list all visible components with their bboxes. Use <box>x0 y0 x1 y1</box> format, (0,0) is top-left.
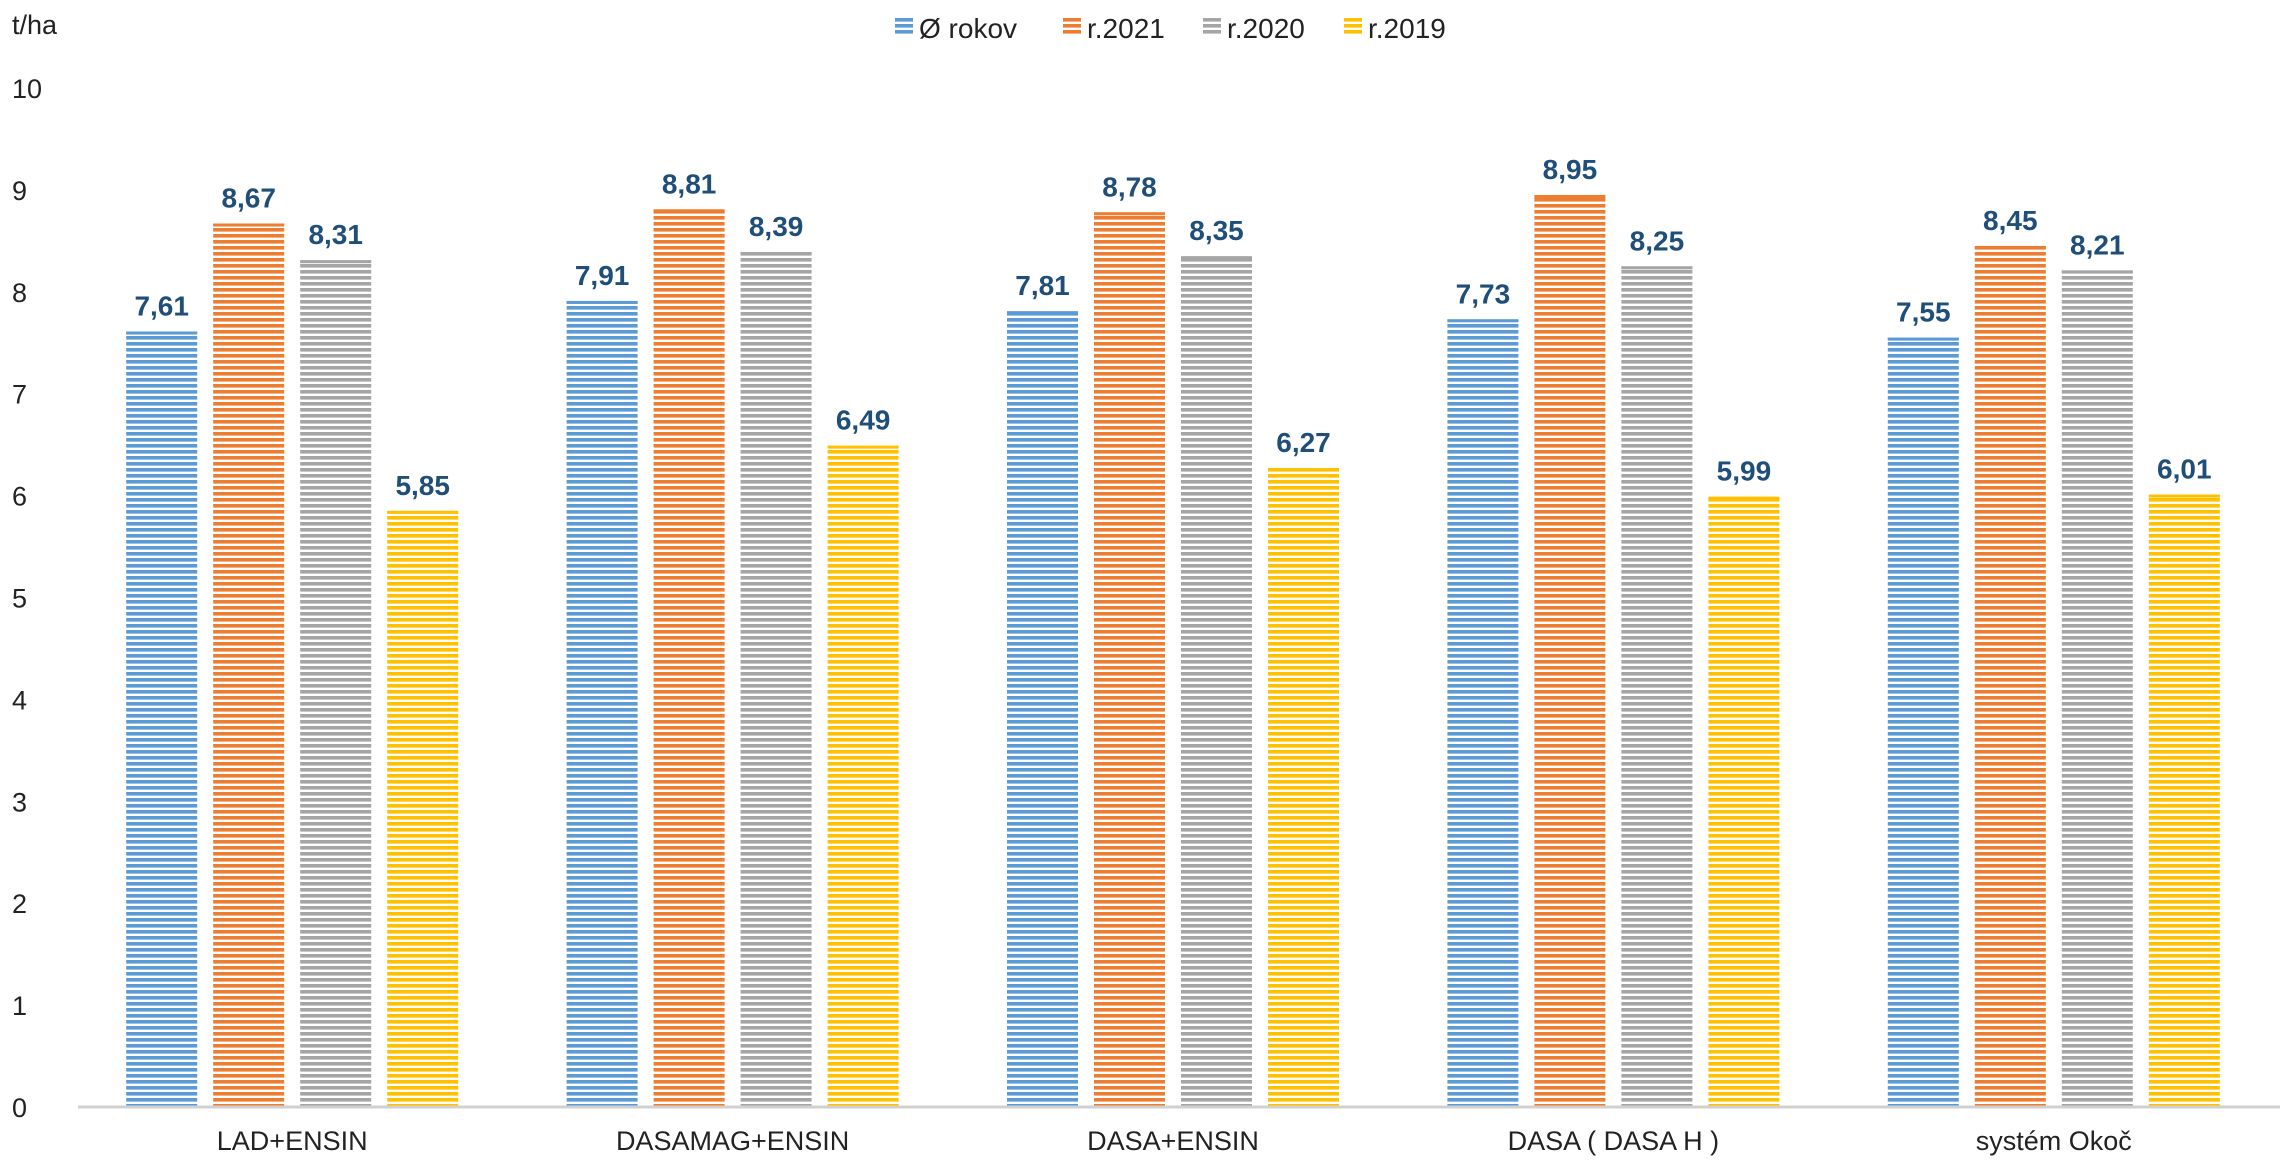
y-tick-label: 10 <box>12 74 42 104</box>
data-labels: 7,61 8,67 8,31 5,85 7,91 8,81 8,39 6,49 7,81 8,78… <box>134 154 2211 501</box>
bar-dasa-ensin-1 <box>1094 212 1165 1107</box>
bar-syst-m-oko--1 <box>1974 245 2046 1107</box>
data-label: 6,49 <box>836 405 891 436</box>
data-label: 7,81 <box>1015 270 1070 301</box>
x-axis: LAD+ENSIN DASAMAG+ENSIN DASA+ENSIN DASA ( D… <box>217 1126 2132 1156</box>
bar-dasamag-ensin-0 <box>566 300 638 1107</box>
bar-lad-ensin-2 <box>300 260 372 1107</box>
bar-top-edge <box>1181 256 1252 260</box>
bar-top-edge <box>1708 496 1780 500</box>
x-category-label: LAD+ENSIN <box>217 1126 368 1156</box>
bar-lad-ensin-3 <box>387 510 459 1107</box>
bar-top-edge <box>300 260 372 264</box>
data-label: 7,55 <box>1896 297 1951 328</box>
bar-dasa-dasa-h--3 <box>1708 496 1780 1107</box>
bar-top-edge <box>213 223 285 227</box>
legend-swatch <box>1063 17 1081 35</box>
data-label: 8,35 <box>1189 215 1244 246</box>
bar-dasa-dasa-h--1 <box>1534 194 1606 1107</box>
y-tick-label: 9 <box>12 176 27 206</box>
data-label: 8,67 <box>221 183 276 214</box>
y-tick-label: 0 <box>12 1093 27 1123</box>
bar-top-edge <box>1534 194 1606 198</box>
legend-label: r.2019 <box>1368 13 1446 44</box>
bar-top-edge <box>2148 494 2220 498</box>
legend-item: r.2020 <box>1203 13 1305 44</box>
legend: Ø rokov r.2021 r.2020 r.2019 <box>895 13 1446 44</box>
legend-label: r.2020 <box>1227 13 1305 44</box>
bar-dasamag-ensin-1 <box>653 209 725 1108</box>
data-label: 6,01 <box>2157 454 2212 485</box>
bar-top-edge <box>387 510 459 514</box>
data-label: 8,21 <box>2070 229 2125 260</box>
bar-syst-m-oko--0 <box>1887 337 1959 1107</box>
bar-top-edge <box>827 445 899 449</box>
bar-dasa-ensin-2 <box>1181 256 1252 1107</box>
bar-top-edge <box>653 209 725 213</box>
bar-lad-ensin-0 <box>126 331 198 1107</box>
legend-swatch <box>1344 17 1362 35</box>
bar-top-edge <box>1007 311 1078 315</box>
y-tick-label: 1 <box>12 991 27 1021</box>
legend-item: Ø rokov <box>895 13 1017 44</box>
legend-swatch <box>895 17 913 35</box>
data-label: 8,95 <box>1543 154 1598 185</box>
data-label: 7,91 <box>575 260 630 291</box>
x-category-label: DASA+ENSIN <box>1087 1126 1259 1156</box>
bar-dasa-ensin-3 <box>1268 468 1339 1107</box>
bar-dasa-ensin-0 <box>1007 311 1078 1107</box>
y-axis: 0 1 2 3 4 5 6 7 8 9 10 <box>12 74 42 1123</box>
bar-top-edge <box>566 300 638 304</box>
y-tick-label: 7 <box>12 380 27 410</box>
bar-lad-ensin-1 <box>213 223 285 1108</box>
bar-top-edge <box>1268 468 1339 472</box>
bar-syst-m-oko--3 <box>2148 494 2220 1107</box>
x-category-label: DASA ( DASA H ) <box>1508 1126 1720 1156</box>
legend-item: r.2021 <box>1063 13 1165 44</box>
data-label: 8,25 <box>1630 225 1685 256</box>
bar-top-edge <box>1621 266 1693 270</box>
bar-syst-m-oko--2 <box>2061 270 2133 1107</box>
legend-item: r.2019 <box>1344 13 1446 44</box>
x-category-label: systém Okoč <box>1976 1126 2132 1156</box>
data-label: 8,45 <box>1983 205 2038 236</box>
data-label: 8,81 <box>662 168 717 199</box>
y-tick-label: 4 <box>12 685 27 715</box>
y-tick-label: 2 <box>12 889 27 919</box>
bar-top-edge <box>1447 319 1519 323</box>
y-tick-label: 6 <box>12 482 27 512</box>
legend-label: r.2021 <box>1087 13 1165 44</box>
bar-top-edge <box>740 252 812 256</box>
y-tick-label: 3 <box>12 787 27 817</box>
bar-top-edge <box>126 331 198 335</box>
data-label: 8,39 <box>749 211 804 242</box>
y-tick-label: 8 <box>12 278 27 308</box>
bar-dasamag-ensin-3 <box>827 445 899 1107</box>
x-category-label: DASAMAG+ENSIN <box>616 1126 849 1156</box>
data-label: 7,61 <box>134 291 189 322</box>
y-tick-label: 5 <box>12 584 27 614</box>
bar-top-edge <box>1974 245 2046 249</box>
data-label: 5,99 <box>1717 456 1772 487</box>
data-label: 5,85 <box>395 470 450 501</box>
data-label: 6,27 <box>1276 427 1331 458</box>
bar-dasa-dasa-h--0 <box>1447 319 1519 1107</box>
bar-dasamag-ensin-2 <box>740 252 812 1107</box>
bar-top-edge <box>1887 337 1959 341</box>
data-label: 8,78 <box>1102 171 1157 202</box>
data-label: 8,31 <box>308 219 363 250</box>
bars <box>126 194 2220 1108</box>
y-axis-unit-label: t/ha <box>12 10 58 40</box>
data-label: 7,73 <box>1456 278 1511 309</box>
bar-top-edge <box>2061 270 2133 274</box>
bar-top-edge <box>1094 212 1165 216</box>
legend-label: Ø rokov <box>919 13 1017 44</box>
legend-swatch <box>1203 17 1221 35</box>
bar-dasa-dasa-h--2 <box>1621 266 1693 1107</box>
